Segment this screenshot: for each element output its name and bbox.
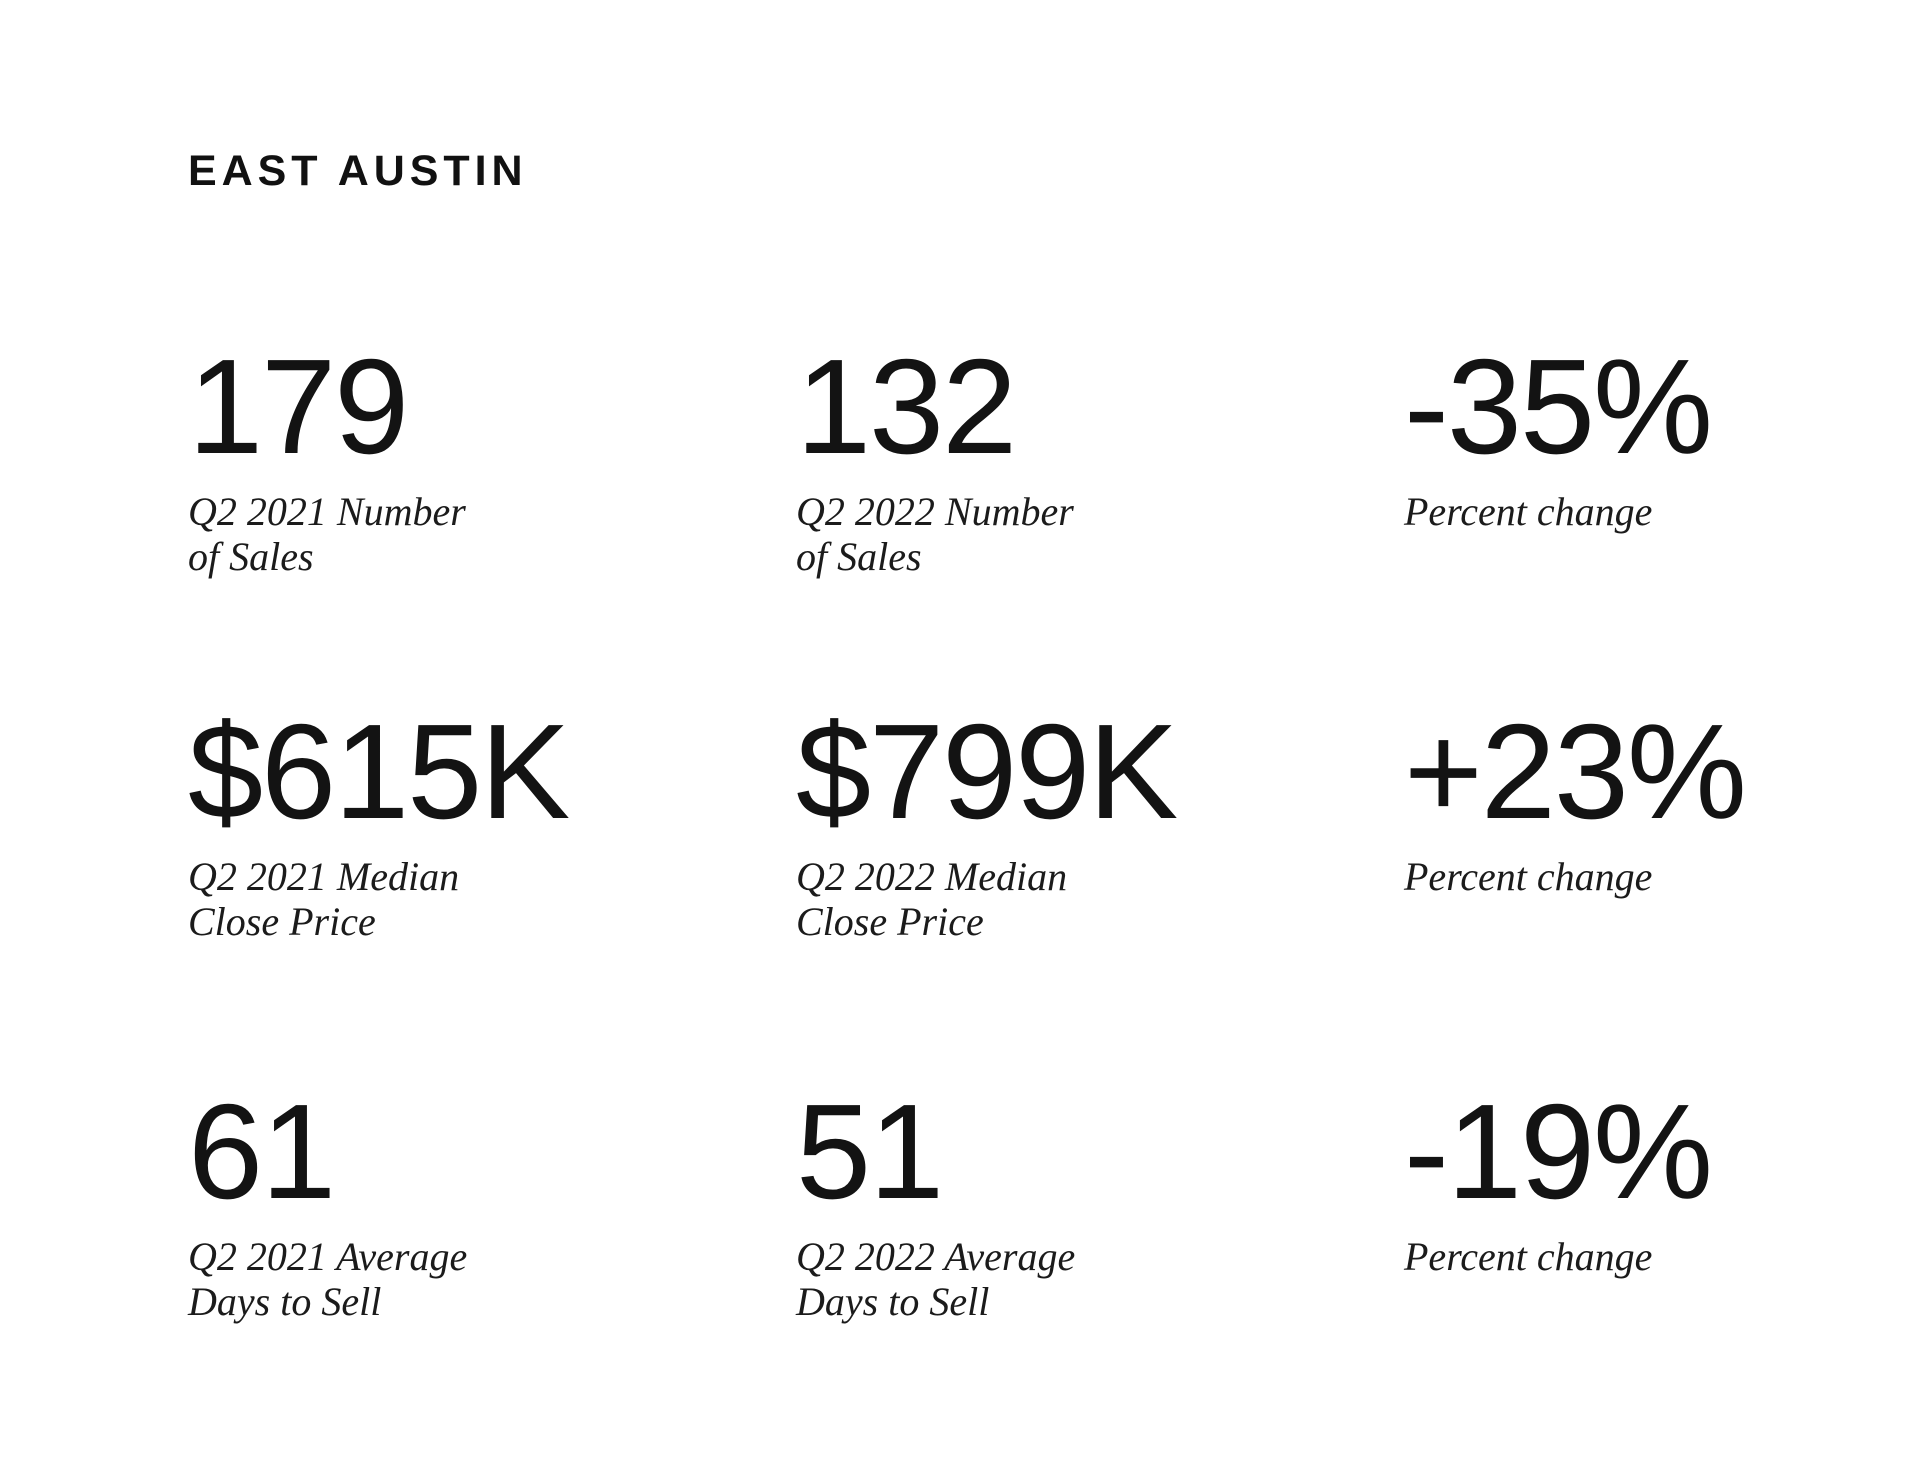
stat-label-q2-2021-days: Q2 2021 Average Days to Sell	[188, 1234, 468, 1325]
stat-value-q2-2022-days: 51	[796, 1076, 944, 1227]
stat-label-q2-2022-days: Q2 2022 Average Days to Sell	[796, 1234, 1076, 1325]
stat-label-q2-2022-sales: Q2 2022 Number of Sales	[796, 489, 1074, 580]
stat-value-q2-2021-days: 61	[188, 1076, 336, 1227]
stat-value-q2-2022-sales: 132	[796, 331, 1017, 482]
stat-value-q2-2021-sales: 179	[188, 331, 409, 482]
stat-row-number-of-sales: 179 Q2 2021 Number of Sales 132 Q2 2022 …	[188, 339, 1920, 579]
stat-q2-2021-average-days-to-sell: 61 Q2 2021 Average Days to Sell	[188, 1084, 796, 1324]
stat-percent-change-sales: -35% Percent change	[1404, 339, 1920, 579]
stat-q2-2022-average-days-to-sell: 51 Q2 2022 Average Days to Sell	[796, 1084, 1404, 1324]
page-title: EAST AUSTIN	[188, 147, 528, 195]
stat-q2-2022-median-close-price: $799K Q2 2022 Median Close Price	[796, 704, 1404, 944]
stat-percent-change-price: +23% Percent change	[1404, 704, 1920, 944]
stat-label-percent-change-price: Percent change	[1404, 854, 1653, 899]
stat-row-average-days-to-sell: 61 Q2 2021 Average Days to Sell 51 Q2 20…	[188, 1084, 1920, 1324]
stat-value-percent-change-days: -19%	[1404, 1076, 1713, 1227]
stat-percent-change-days: -19% Percent change	[1404, 1084, 1920, 1324]
stat-label-percent-change-days: Percent change	[1404, 1234, 1653, 1279]
stat-label-q2-2022-price: Q2 2022 Median Close Price	[796, 854, 1068, 945]
stat-label-q2-2021-price: Q2 2021 Median Close Price	[188, 854, 460, 945]
stat-value-percent-change-sales: -35%	[1404, 331, 1713, 482]
stat-label-q2-2021-sales: Q2 2021 Number of Sales	[188, 489, 466, 580]
stat-value-percent-change-price: +23%	[1404, 696, 1747, 847]
stat-q2-2021-number-of-sales: 179 Q2 2021 Number of Sales	[188, 339, 796, 579]
stat-q2-2021-median-close-price: $615K Q2 2021 Median Close Price	[188, 704, 796, 944]
stat-q2-2022-number-of-sales: 132 Q2 2022 Number of Sales	[796, 339, 1404, 579]
stat-label-percent-change-sales: Percent change	[1404, 489, 1653, 534]
stat-value-q2-2021-price: $615K	[188, 696, 570, 847]
stat-row-median-close-price: $615K Q2 2021 Median Close Price $799K Q…	[188, 704, 1920, 944]
stat-value-q2-2022-price: $799K	[796, 696, 1178, 847]
